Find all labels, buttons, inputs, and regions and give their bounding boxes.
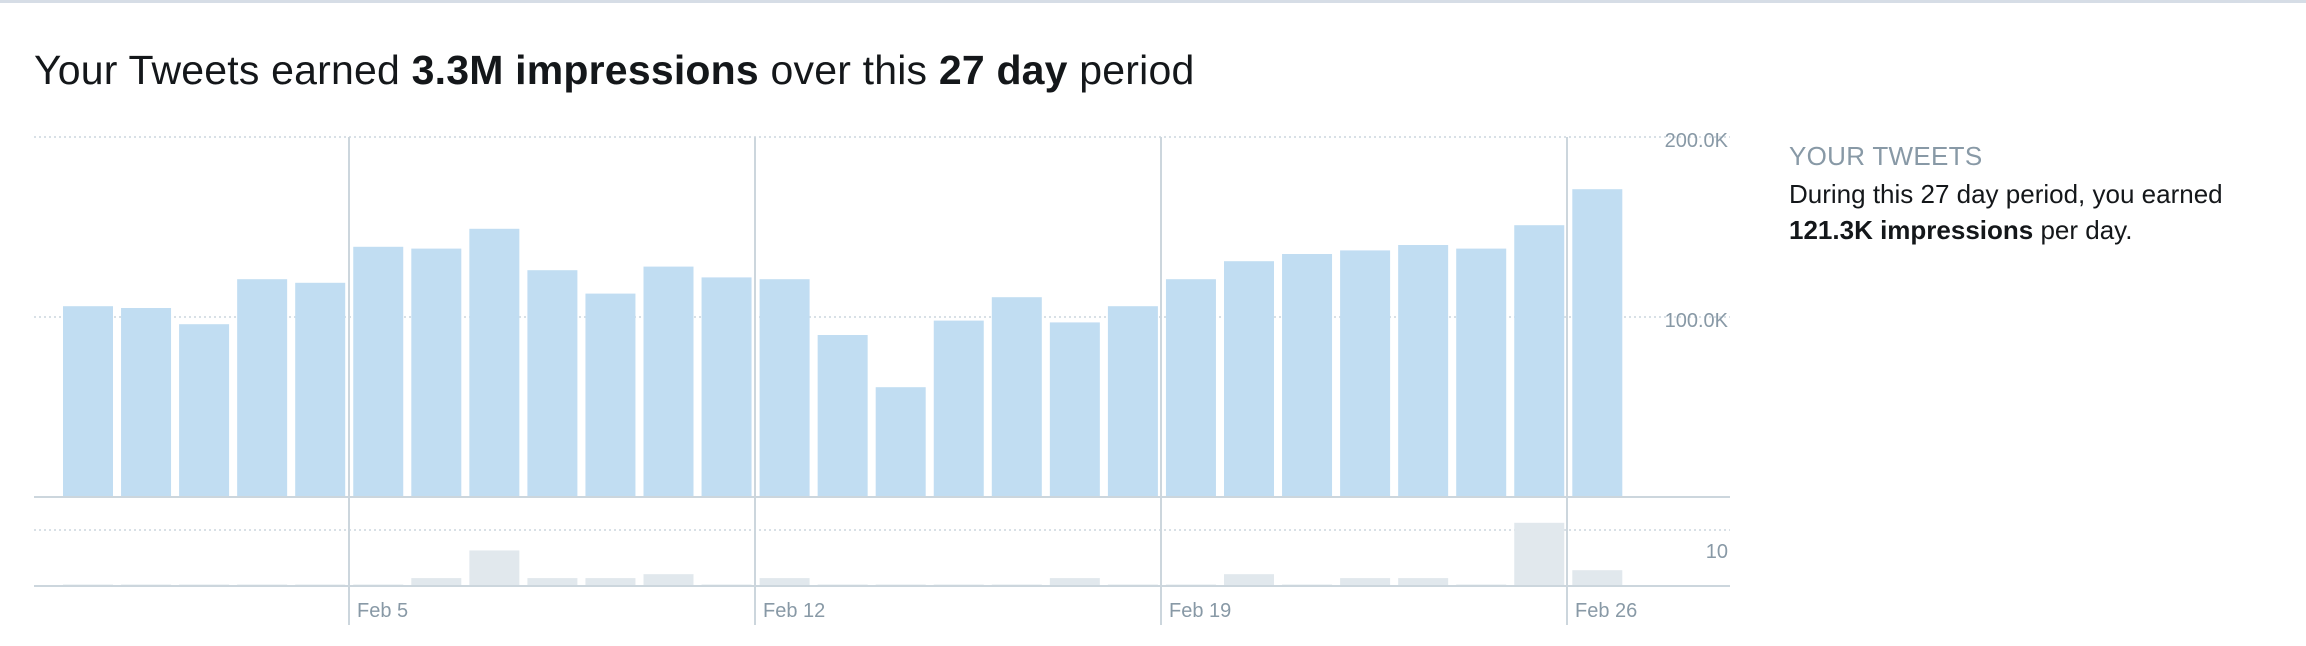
impressions-bar	[237, 279, 288, 497]
impressions-bar	[817, 335, 868, 497]
impressions-chart: 200.0K 100.0K 10 Feb 5 Feb 12 Feb 19 Feb 26	[34, 130, 1730, 625]
engagement-bar	[585, 578, 636, 586]
x-tick-label: Feb 5	[357, 600, 408, 622]
engagement-bar	[759, 578, 810, 586]
x-tick-label: Feb 26	[1575, 600, 1637, 622]
impressions-bar	[411, 248, 462, 497]
impressions-bar	[1049, 322, 1100, 497]
engagement-bar	[1340, 578, 1391, 586]
impressions-bar	[179, 324, 230, 497]
headline-middle: over this	[758, 47, 939, 93]
engagement-bar	[643, 574, 694, 586]
engagement-bar	[1049, 578, 1100, 586]
headline-impressions: 3.3M impressions	[411, 47, 759, 93]
top-border	[0, 0, 2306, 3]
impressions-bar	[1165, 279, 1216, 497]
engagement-bar	[469, 550, 520, 586]
x-tick-label: Feb 19	[1169, 600, 1231, 622]
engagement-y-tick-label: 10	[1706, 541, 1728, 563]
impressions-bar	[469, 228, 520, 498]
headline-suffix: period	[1067, 47, 1195, 93]
summary-title: YOUR TWEETS	[1789, 141, 1983, 171]
impressions-bar	[121, 308, 172, 497]
engagement-bar	[1224, 574, 1274, 586]
y-tick-label: 200.0K	[1665, 130, 1729, 152]
impressions-bar	[585, 293, 636, 497]
impressions-bar	[701, 277, 752, 497]
impressions-bar	[1224, 261, 1274, 497]
summary-line-prefix: During this 27 day period, you earned	[1789, 179, 2223, 209]
engagement-bar	[411, 578, 462, 586]
impressions-bar	[875, 387, 926, 497]
impressions-bar	[63, 306, 113, 497]
impressions-bar	[1456, 248, 1507, 497]
summary-panel: YOUR TWEETS During this 27 day period, y…	[1789, 140, 2289, 248]
x-tick-label: Feb 12	[763, 600, 825, 622]
engagement-bar	[527, 578, 578, 586]
impressions-bar	[1398, 245, 1449, 497]
impressions-bar	[933, 320, 984, 497]
impressions-bar	[1572, 189, 1623, 497]
impressions-bar	[1340, 250, 1391, 497]
summary-line-bold: 121.3K impressions	[1789, 215, 2034, 245]
summary-text: During this 27 day period, you earned 12…	[1789, 176, 2289, 248]
impressions-bar	[1282, 254, 1333, 497]
headline-prefix: Your Tweets earned	[34, 47, 412, 93]
impressions-bar	[643, 266, 694, 497]
impressions-bar	[991, 297, 1042, 497]
impressions-bar	[527, 270, 578, 497]
engagement-bar	[1398, 578, 1449, 586]
impressions-bar	[759, 279, 810, 497]
y-tick-label: 100.0K	[1665, 310, 1729, 332]
impressions-bar	[295, 282, 346, 497]
headline-period: 27 day	[938, 47, 1068, 93]
impressions-bar	[1514, 225, 1565, 497]
engagement-bar	[1514, 522, 1565, 586]
summary-line-suffix: per day.	[2033, 215, 2133, 245]
engagement-bar	[1572, 570, 1623, 586]
page-title: Your Tweets earned 3.3M impressions over…	[34, 44, 1194, 96]
impressions-bar	[353, 246, 404, 497]
impressions-bar	[1107, 306, 1158, 497]
